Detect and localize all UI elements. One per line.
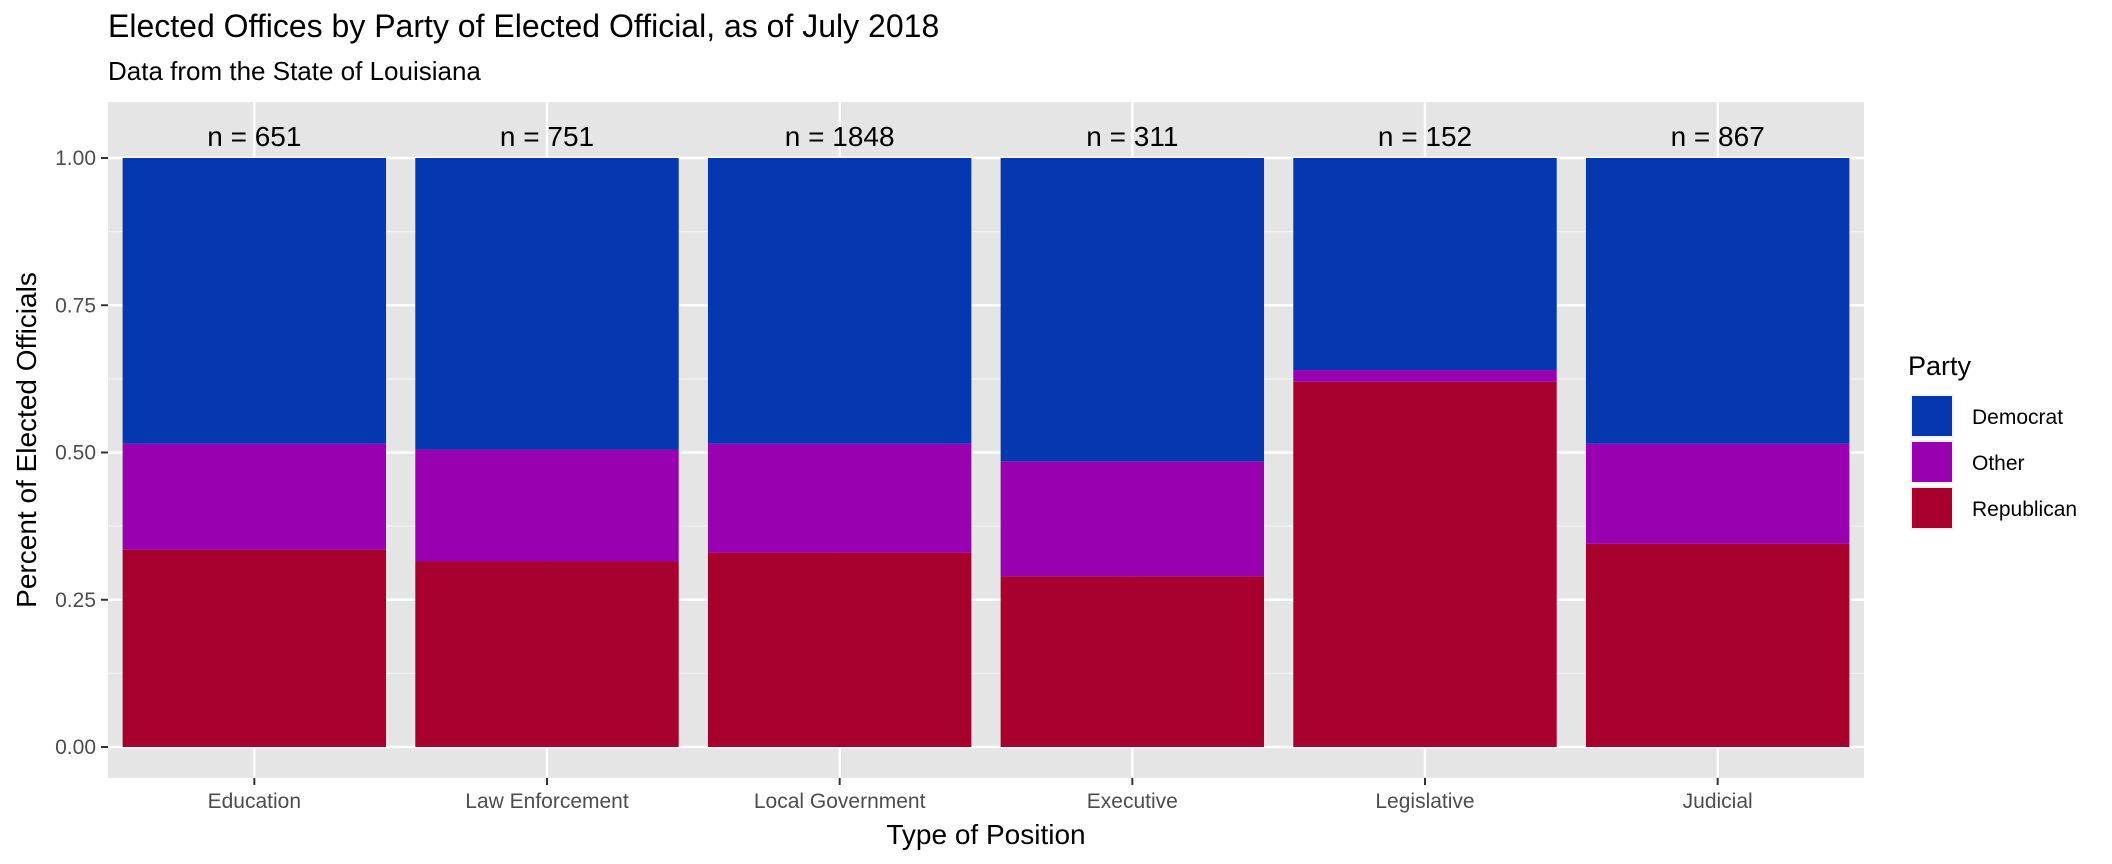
y-tick-label: 1.00 [55, 147, 96, 170]
bar-republican-local-government [707, 552, 972, 747]
x-axis: Education Law Enforcement Local Government… [208, 778, 1753, 813]
y-tick-label: 0.75 [55, 294, 96, 317]
y-tick-label: 0.25 [55, 589, 96, 612]
chart-title: Elected Offices by Party of Elected Offi… [108, 8, 940, 44]
plot-panel [108, 102, 1864, 778]
x-tick-label: Local Government [754, 790, 926, 813]
legend-title: Party [1908, 351, 1972, 381]
bar-republican-education [122, 549, 387, 747]
legend-label-democrat: Democrat [1972, 406, 2063, 429]
bar-other-education [122, 443, 387, 550]
legend: Party Democrat Other Republican [1908, 351, 2077, 530]
y-tick-label: 0.00 [55, 736, 96, 759]
bar-democrat-local-government [707, 158, 972, 444]
legend-swatch-democrat [1912, 396, 1952, 436]
bar-democrat-education [122, 158, 387, 444]
n-label: n = 311 [1086, 121, 1178, 152]
legend-swatch-republican [1912, 488, 1952, 528]
bar-other-legislative [1293, 370, 1557, 382]
legend-label-republican: Republican [1972, 498, 2077, 521]
legend-label-other: Other [1972, 452, 2025, 475]
bar-democrat-legislative [1293, 158, 1557, 371]
bar-democrat-judicial [1585, 158, 1850, 444]
bars [122, 158, 1850, 747]
x-tick-label: Education [208, 790, 301, 813]
bar-other-executive [1000, 461, 1265, 577]
bar-republican-executive [1000, 576, 1265, 747]
y-axis-title: Percent of Elected Officials [11, 272, 42, 608]
bar-democrat-law-enforcement [415, 158, 679, 450]
y-tick-label: 0.50 [55, 442, 96, 465]
x-tick-label: Law Enforcement [465, 790, 629, 813]
n-label: n = 1848 [785, 121, 895, 152]
x-tick-label: Legislative [1375, 790, 1474, 813]
x-tick-label: Judicial [1683, 790, 1753, 813]
n-labels: n = 651 n = 751 n = 1848 n = 311 n = 152 n = … [207, 121, 1765, 152]
bar-other-judicial [1585, 443, 1850, 544]
bar-republican-legislative [1293, 381, 1557, 747]
bar-other-law-enforcement [415, 449, 679, 562]
legend-swatch-other [1912, 442, 1952, 482]
chart-subtitle: Data from the State of Louisiana [108, 56, 481, 86]
x-axis-title: Type of Position [886, 819, 1085, 850]
n-label: n = 867 [1671, 121, 1765, 152]
bar-other-local-government [707, 443, 972, 553]
n-label: n = 651 [207, 121, 301, 152]
x-tick-label: Executive [1087, 790, 1178, 813]
bar-republican-judicial [1585, 543, 1850, 747]
n-label: n = 152 [1378, 121, 1472, 152]
y-axis: 0.00 0.25 0.50 0.75 1.00 [55, 147, 108, 759]
bar-republican-law-enforcement [415, 561, 679, 747]
n-label: n = 751 [500, 121, 594, 152]
bar-democrat-executive [1000, 158, 1265, 462]
